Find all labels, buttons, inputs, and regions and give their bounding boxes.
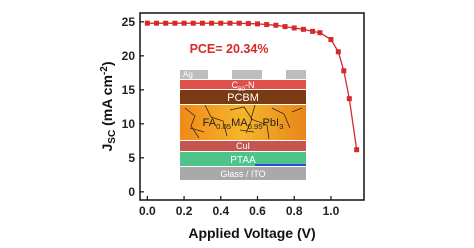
cui-layer xyxy=(180,141,306,151)
y-axis-label: JSC (mA cm-2) xyxy=(99,62,118,152)
device-stack: AgC60-NPCBMFA0.05MA0.95PbI3CuIPTAAGlass … xyxy=(180,70,306,180)
data-point xyxy=(328,37,334,43)
data-point xyxy=(245,21,251,27)
y-tick-label: 25 xyxy=(122,15,136,29)
layer-label: C60-N xyxy=(231,80,254,93)
ptaa-layer xyxy=(180,152,306,166)
layer-label-part: FA xyxy=(203,117,217,129)
x-tick-label: 0.0 xyxy=(139,204,156,218)
layer-label-part: Ag xyxy=(183,70,193,79)
ito-strip xyxy=(255,164,306,166)
layer-label-part: PTAA xyxy=(230,155,256,166)
data-point xyxy=(181,20,187,26)
x-tick-label: 0.4 xyxy=(212,204,229,218)
x-tick-label: 1.0 xyxy=(323,204,340,218)
perovskite-layer xyxy=(180,105,306,140)
ag-pad xyxy=(286,70,306,79)
pce-annotation: PCE= 20.34% xyxy=(190,42,269,56)
data-point xyxy=(255,21,261,27)
data-point xyxy=(190,20,196,26)
data-point xyxy=(218,20,224,26)
glass-layer xyxy=(180,167,306,180)
data-point xyxy=(282,24,288,30)
layer-label: Glass / ITO xyxy=(220,169,265,179)
data-point xyxy=(273,22,279,28)
x-axis-label: Applied Voltage (V) xyxy=(188,225,315,241)
layer-label-part: MA xyxy=(231,117,248,129)
data-point xyxy=(317,30,323,36)
layer-label: CuI xyxy=(236,141,250,151)
data-point xyxy=(264,22,270,28)
y-axis-label-part: ) xyxy=(99,62,115,67)
layer-label-part: CuI xyxy=(236,141,250,151)
layer-label-part: 0.95 xyxy=(248,122,263,131)
layer-label: FA0.05MA0.95PbI3 xyxy=(203,117,284,131)
layer-label-part: C xyxy=(231,80,238,90)
data-point xyxy=(199,20,205,26)
data-point xyxy=(154,20,160,26)
c60-layer xyxy=(180,80,306,89)
data-point xyxy=(172,20,178,26)
y-tick-label: 15 xyxy=(122,83,136,97)
data-point xyxy=(300,26,306,32)
data-point xyxy=(341,68,347,74)
pcbm-layer xyxy=(180,90,306,104)
grain-boundaries xyxy=(184,104,303,140)
data-point xyxy=(209,20,215,26)
layer-label-part: 60 xyxy=(238,86,246,93)
data-point xyxy=(310,28,316,34)
ag-pad xyxy=(180,70,208,79)
data-point xyxy=(346,96,352,102)
y-tick-label: 5 xyxy=(128,151,135,165)
data-point xyxy=(335,49,341,55)
y-tick-label: 20 xyxy=(122,49,136,63)
layer-label-part: PbI xyxy=(263,117,280,129)
x-tick-label: 0.6 xyxy=(249,204,266,218)
layer-label: Ag xyxy=(183,70,193,79)
layer-label-part: PCBM xyxy=(227,92,259,104)
data-point xyxy=(354,147,360,153)
layer-label-part: -N xyxy=(245,80,255,90)
y-axis-label-part: -2 xyxy=(99,66,110,75)
data-point xyxy=(227,20,233,26)
y-tick-label: 10 xyxy=(122,117,136,131)
data-point xyxy=(291,25,297,31)
ag-pad xyxy=(232,70,262,79)
y-axis-label-part: SC xyxy=(107,130,118,144)
x-tick-label: 0.8 xyxy=(286,204,303,218)
layer-label: PCBM xyxy=(227,92,259,104)
data-point xyxy=(144,20,150,26)
plot-frame xyxy=(139,12,365,201)
y-axis-label-part: J xyxy=(99,144,115,152)
y-axis-label-part: (mA cm xyxy=(99,75,115,130)
layer-label-part: 3 xyxy=(279,122,283,131)
layer-label-part: 0.05 xyxy=(216,122,231,131)
layer-label-part: Glass / ITO xyxy=(220,169,265,179)
data-point xyxy=(236,20,242,26)
data-point xyxy=(163,20,169,26)
x-tick-label: 0.2 xyxy=(176,204,193,218)
layer-label: PTAA xyxy=(230,155,256,166)
y-tick-label: 0 xyxy=(128,185,135,199)
